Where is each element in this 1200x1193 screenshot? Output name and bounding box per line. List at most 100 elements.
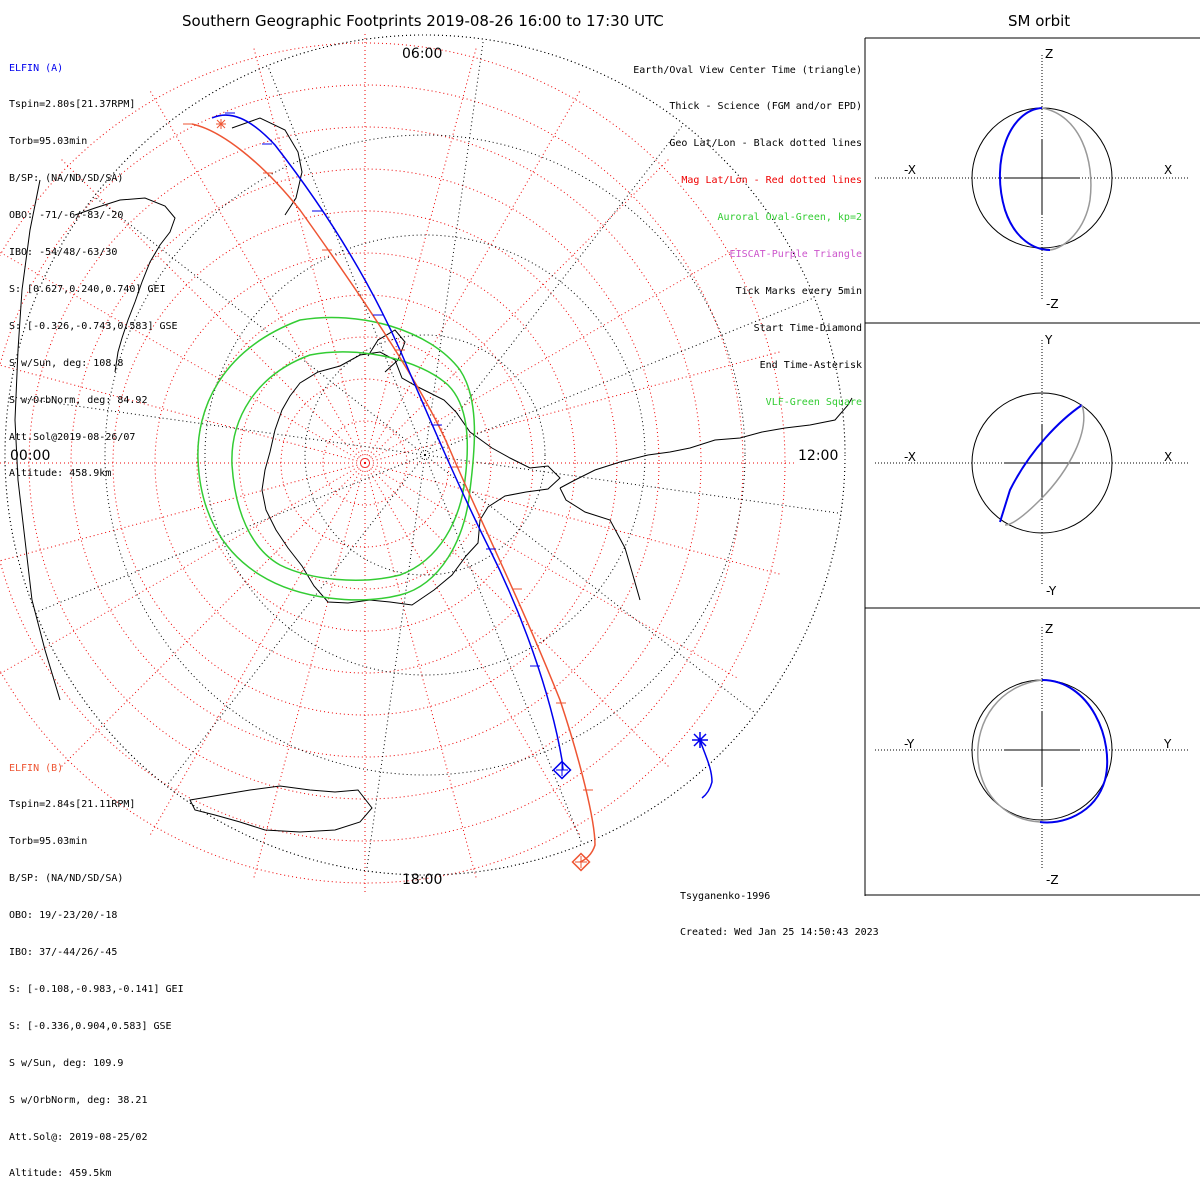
legend: Earth/Oval View Center Time (triangle) T… xyxy=(633,40,862,421)
elfin-b-info-line: IBO: 37/-44/26/-45 xyxy=(9,947,118,959)
panel2-top-label: Y xyxy=(1044,333,1053,347)
new-zealand-coastline xyxy=(231,117,303,216)
geo-lat-circle xyxy=(304,334,546,576)
elfin-a-info-line: Att.Sol@2019-08-26/07 xyxy=(9,431,136,443)
mag-lat-circle xyxy=(238,336,492,590)
elfin-b-info-line: Altitude: 459.5km xyxy=(9,1168,112,1180)
legend-item: VLF-Green Square xyxy=(765,396,862,408)
panel3-left-label: -Y xyxy=(904,737,915,751)
panel1-right-label: X xyxy=(1164,163,1172,177)
australia-coastline xyxy=(189,785,373,833)
africa-coastline xyxy=(74,197,176,373)
elfin-a-tick-marks xyxy=(225,112,540,667)
auroral-oval-inner xyxy=(231,351,469,581)
panel3-top-label: Z xyxy=(1045,622,1053,636)
antarctic-peninsula xyxy=(367,329,406,373)
elfin-b-end-asterisk xyxy=(216,119,226,129)
elfin-a-start-cross xyxy=(556,764,568,776)
footer-model: Tsyganenko-1996 xyxy=(680,890,771,902)
elfin-a-track xyxy=(211,114,564,771)
panel2-left-label: -X xyxy=(904,450,916,464)
legend-item: Tick Marks every 5min xyxy=(735,285,862,297)
sm-panel-xy: Y -X X -Y xyxy=(875,333,1190,598)
mag-lat-circle xyxy=(154,252,576,674)
elfin-b-info-line: Tspin=2.84s[21.11RPM] xyxy=(9,799,136,811)
elfin-b-info-line: S: [-0.108,-0.983,-0.141] GEI xyxy=(9,983,184,995)
mag-lon-line xyxy=(364,462,477,879)
geo-lon-line xyxy=(424,454,841,514)
footer: Tsyganenko-1996 Created: Wed Jan 25 14:5… xyxy=(680,866,879,952)
elfin-b-info-line: S: [-0.336,0.904,0.583] GSE xyxy=(9,1020,172,1032)
elfin-a-info-line: B/SP: (NA/ND/SD/SA) xyxy=(9,173,124,185)
geo-lon-line xyxy=(366,454,426,871)
legend-item: Start Time-Diamond xyxy=(753,322,862,334)
legend-item: EISCAT-Purple Triangle xyxy=(729,249,862,261)
legend-item: Auroral Oval-Green, kp=2 xyxy=(717,212,863,224)
elfin-a-info-line: Tspin=2.80s[21.37RPM] xyxy=(9,99,136,111)
mag-lon-line xyxy=(364,158,670,464)
elfin-b-name: ELFIN (B) xyxy=(9,762,64,774)
sm-panel-xz: Z -X X -Z xyxy=(875,47,1190,311)
elfin-a-info-line: S: [0.627,0.240,0.740] GEI xyxy=(9,283,166,295)
mag-lon-line xyxy=(149,90,366,464)
elfin-b-info-line: Att.Sol@: 2019-08-25/02 xyxy=(9,1131,148,1143)
elfin-b-info-line: B/SP: (NA/ND/SD/SA) xyxy=(9,873,124,885)
polar-map: 06:00 00:00 12:00 18:00 xyxy=(0,33,853,893)
sm-orbit-title: SM orbit xyxy=(1008,12,1071,30)
panel2-bottom-label: -Y xyxy=(1046,584,1057,598)
legend-item: End Time-Asterisk xyxy=(759,359,862,371)
legend-item: Earth/Oval View Center Time (triangle) xyxy=(633,64,862,76)
mag-lon-line xyxy=(0,462,366,675)
panel1-left-label: -X xyxy=(904,163,916,177)
panel3-bottom-label: -Z xyxy=(1046,873,1059,887)
mag-lat-circle xyxy=(322,420,408,506)
elfin-b-info-line: S w/Sun, deg: 109.9 xyxy=(9,1057,124,1069)
sm-panel-yz: Z -Y Y -Z xyxy=(875,622,1190,887)
legend-item: Mag Lat/Lon - Red dotted lines xyxy=(681,175,862,187)
mag-lat-circle xyxy=(70,168,660,758)
plot-canvas: 06:00 00:00 12:00 18:00 Z -X X -Z Y -X X… xyxy=(0,33,1200,896)
geo-lat-circle xyxy=(204,234,646,676)
elfin-b-info: ELFIN (B) Tspin=2.84s[21.11RPM] Torb=95.… xyxy=(9,738,184,1193)
legend-item: Geo Lat/Lon - Black dotted lines xyxy=(669,138,862,150)
time-label-left: 00:00 xyxy=(10,448,50,464)
elfin-b-info-line: S w/OrbNorm, deg: 38.21 xyxy=(9,1094,148,1106)
mag-lon-line xyxy=(253,47,366,464)
mag-lon-line xyxy=(364,462,781,575)
indian-ocean-coast xyxy=(14,179,61,701)
geo-lon-line xyxy=(424,454,583,845)
auroral-oval-outer xyxy=(197,316,476,601)
elfin-a-name: ELFIN (A) xyxy=(9,62,64,74)
elfin-b-start-diamond xyxy=(571,852,591,872)
mag-lon-line xyxy=(364,462,670,768)
elfin-b-track xyxy=(191,123,596,863)
panel3-right-label: Y xyxy=(1163,737,1172,751)
panel1-bottom-label: -Z xyxy=(1046,297,1059,311)
elfin-a-start-diamond xyxy=(552,760,572,780)
south-america-coastline xyxy=(559,397,853,489)
time-label-right: 12:00 xyxy=(798,448,838,464)
geo-lon-line xyxy=(424,454,757,714)
time-label-top: 06:00 xyxy=(402,46,442,62)
legend-item: Thick - Science (FGM and/or EPD) xyxy=(669,101,862,113)
mag-lon-line xyxy=(60,462,366,768)
elfin-b-info-line: OBO: 19/-23/20/-18 xyxy=(9,910,118,922)
map-boundary xyxy=(4,34,846,876)
elfin-b-tick-marks xyxy=(183,123,593,791)
elfin-a-info-line: S w/OrbNorm, deg: 84.92 xyxy=(9,394,148,406)
elfin-a-secondary-track xyxy=(699,739,713,799)
panel1-top-label: Z xyxy=(1045,47,1053,61)
elfin-b-info-line: Torb=95.03min xyxy=(9,836,88,848)
geo-lon-line xyxy=(267,65,426,456)
mag-lat-circle xyxy=(0,84,744,842)
elfin-a-info-line: S: [-0.326,-0.743,0.583] GSE xyxy=(9,320,178,332)
panel2-right-label: X xyxy=(1164,450,1172,464)
geo-lat-circle xyxy=(104,134,746,776)
elfin-a-info-line: Torb=95.03min xyxy=(9,136,88,148)
elfin-a-info-line: S w/Sun, deg: 108.8 xyxy=(9,357,124,369)
main-title: Southern Geographic Footprints 2019-08-2… xyxy=(182,12,664,30)
time-label-bottom: 18:00 xyxy=(402,872,442,888)
elfin-a-info: ELFIN (A) Tspin=2.80s[21.37RPM] Torb=95.… xyxy=(9,38,178,493)
elfin-a-info-line: OBO: -71/-6/-83/-20 xyxy=(9,210,124,222)
elfin-a-info-line: IBO: -54/48/-63/30 xyxy=(9,247,118,259)
